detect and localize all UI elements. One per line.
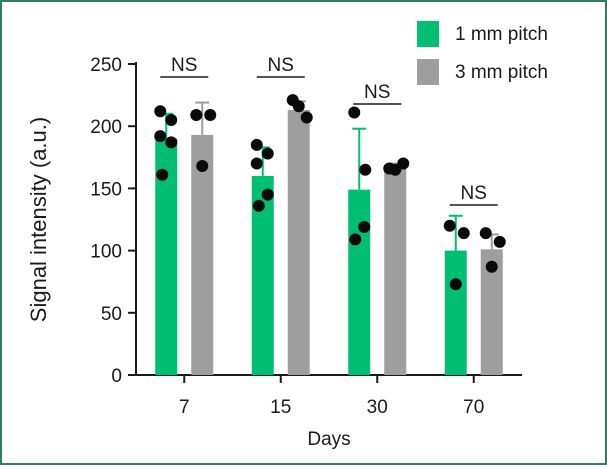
data-point [250,157,263,170]
bar [191,134,214,375]
y-tick-label: 250 [90,55,122,76]
significance-label: NS [364,82,390,103]
y-axis-title: Signal intensity (a.u.) [26,117,51,322]
data-point [493,235,506,248]
bar-chart: 0 50 100 150 200 250 7 15 30 70 Days Signal intensi… [26,21,548,450]
bar [348,189,371,375]
annotations: NS NS NS NS [160,55,498,206]
y-tick-label: 50 [101,304,122,325]
y-tick-label: 150 [90,179,122,200]
data-point [349,233,362,246]
x-tick-label: 30 [367,397,388,418]
data-point [165,113,178,126]
data-point [300,111,313,124]
bar [251,175,274,375]
bar [155,138,178,375]
data-point [358,220,371,233]
bar [480,249,503,375]
data-point [292,100,305,113]
bars [155,110,503,375]
significance-label: NS [268,55,294,76]
data-point [261,188,274,201]
x-axis-title: Days [307,429,350,450]
data-point [389,163,402,176]
data-point [443,219,456,232]
x-tick-label: 15 [270,397,291,418]
legend-swatch [417,21,439,47]
data-point [250,138,263,151]
legend-label: 1 mm pitch [455,24,548,45]
bar [384,168,407,375]
data-point [165,136,178,149]
legend-swatch [417,59,439,85]
significance-label: NS [171,55,197,76]
data-point [156,168,169,181]
data-point [485,260,498,273]
x-tick-label: 70 [463,397,484,418]
y-tick-label: 100 [90,242,122,263]
bar [444,250,467,375]
legend-label: 3 mm pitch [455,62,548,83]
data-point [154,130,167,143]
data-point [190,109,203,122]
data-point [359,163,372,176]
data-points [154,94,506,291]
legend: 1 mm pitch 3 mm pitch [417,21,548,85]
data-point [204,109,217,122]
data-point [196,160,209,173]
bar [287,110,310,375]
data-point [479,227,492,240]
y-tick-label: 0 [111,366,122,387]
data-point [348,106,361,119]
data-point [261,147,274,160]
significance-label: NS [461,183,487,204]
data-point [449,278,462,291]
data-point [154,105,167,118]
data-point [252,199,265,212]
data-point [457,227,470,240]
axes: 0 50 100 150 200 250 7 15 30 70 Days Signal intensi… [26,55,522,450]
x-tick-label: 7 [179,397,190,418]
y-tick-label: 200 [90,117,122,138]
